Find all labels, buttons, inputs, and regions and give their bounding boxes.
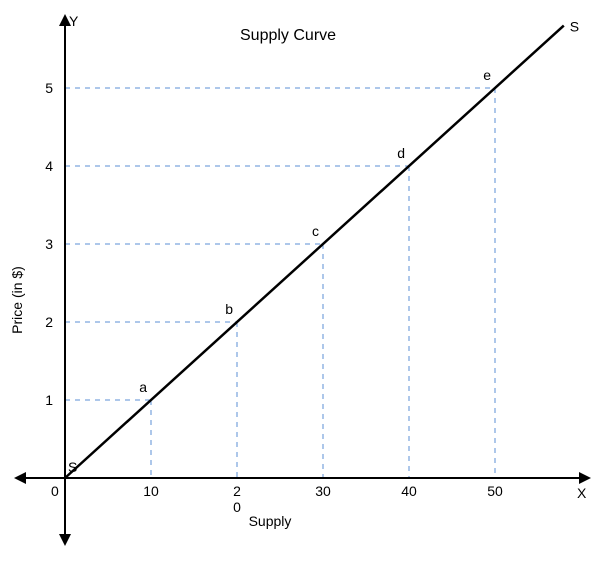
point-label: c: [312, 223, 319, 239]
x-axis-end-label: X: [577, 485, 587, 501]
x-tick-label: 40: [401, 483, 417, 499]
y-tick-label: 2: [45, 314, 53, 330]
point-label: b: [225, 301, 233, 317]
y-axis-end-label: Y: [69, 13, 79, 29]
supply-curve-chart: Supply CurveYX0SS123451020304050abcdePri…: [0, 0, 600, 567]
origin-label: 0: [51, 483, 59, 499]
chart-title: Supply Curve: [240, 27, 336, 44]
x-tick-label: 30: [315, 483, 331, 499]
curve-end-label: S: [570, 19, 579, 35]
point-label: d: [397, 145, 405, 161]
point-label: e: [483, 67, 491, 83]
x-tick-label: 2: [233, 483, 241, 499]
y-tick-label: 3: [45, 236, 53, 252]
curve-start-label: S: [68, 459, 77, 475]
chart-svg: Supply CurveYX0SS123451020304050abcdePri…: [0, 0, 600, 567]
point-label: a: [139, 379, 147, 395]
y-axis-label: Price (in $): [9, 266, 25, 334]
x-axis-label: Supply: [249, 513, 292, 529]
x-tick-label: 0: [233, 499, 241, 515]
supply-curve: [65, 26, 564, 478]
y-tick-label: 5: [45, 80, 53, 96]
x-tick-label: 50: [487, 483, 503, 499]
y-tick-label: 1: [45, 392, 53, 408]
y-tick-label: 4: [45, 158, 53, 174]
x-tick-label: 10: [143, 483, 159, 499]
